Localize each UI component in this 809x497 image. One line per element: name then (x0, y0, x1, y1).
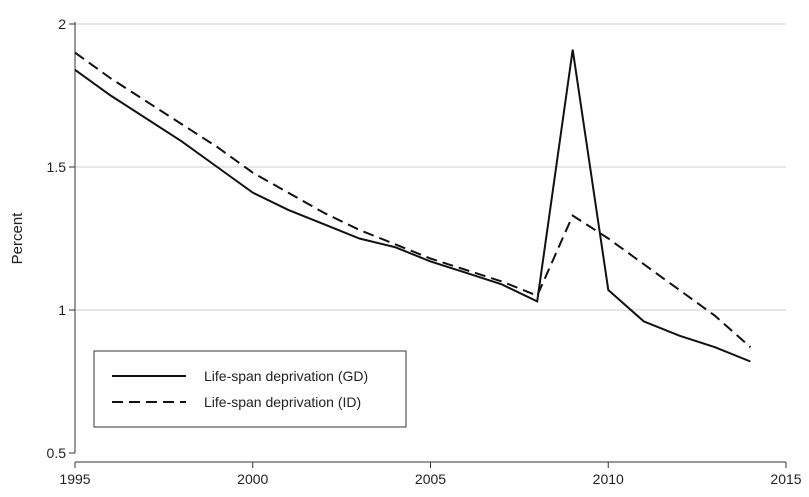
legend-label: Life-span deprivation (GD) (204, 368, 368, 384)
legend-label: Life-span deprivation (ID) (204, 394, 361, 410)
series-line-gd (74, 49, 751, 363)
y-tick-label: 0.5 (47, 445, 67, 461)
y-tick-label: 1.5 (47, 159, 67, 175)
grid-lines (75, 23, 786, 311)
x-tick-label: 2010 (593, 471, 624, 487)
y-tick-label: 2 (58, 16, 66, 32)
x-tick-label: 2005 (415, 471, 446, 487)
series-group (74, 49, 752, 363)
x-tick-label: 2000 (237, 471, 268, 487)
x-tick-label: 1995 (59, 471, 90, 487)
legend-box (93, 350, 407, 428)
y-tick-label: 1 (58, 302, 66, 318)
axes: 0.5 1 1.5 2 1995 2000 2005 2010 2015 (47, 16, 802, 487)
y-axis-title: Percent (9, 212, 26, 265)
series-line-id (74, 51, 752, 348)
x-tick-label: 2015 (770, 471, 801, 487)
legend: Life-span deprivation (GD) Life-span depr… (93, 350, 407, 428)
